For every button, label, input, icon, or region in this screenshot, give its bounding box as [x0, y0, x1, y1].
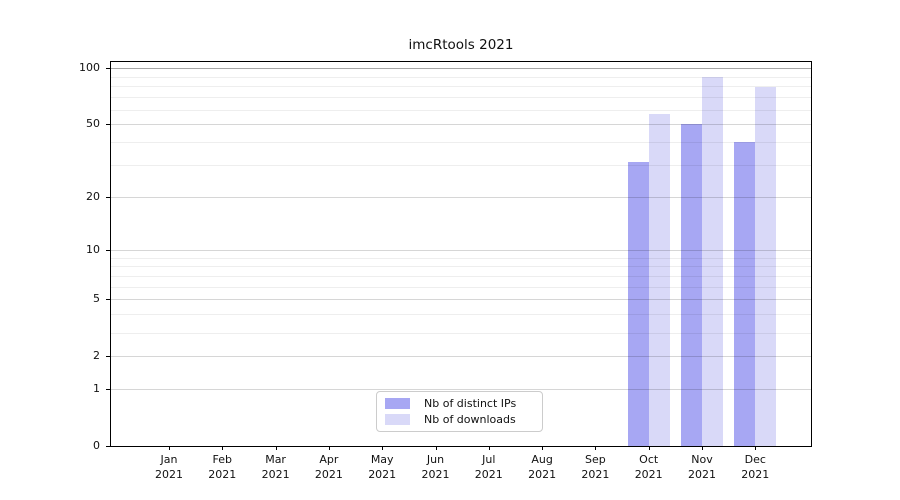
- x-tick-mark-jul: [488, 446, 490, 450]
- legend: Nb of distinct IPs Nb of downloads: [376, 391, 543, 432]
- legend-label-distinct-ips: Nb of distinct IPs: [424, 397, 517, 410]
- chart-title: imcRtools 2021: [408, 37, 514, 53]
- y-tick-mark-0: [106, 446, 110, 447]
- bar-downloads-oct-2021: [648, 113, 670, 446]
- plot-area: [110, 61, 812, 447]
- legend-label-downloads: Nb of downloads: [424, 413, 516, 426]
- x-tick-label-jun: Jun 2021: [421, 453, 450, 481]
- x-tick-label-dec: Dec 2021: [741, 453, 770, 481]
- x-tick-label-jan: Jan 2021: [155, 453, 183, 481]
- x-tick-mark-may: [382, 446, 384, 450]
- y-tick-mark-2: [106, 356, 110, 358]
- x-tick-mark-jun: [435, 446, 437, 450]
- x-tick-mark-mar: [275, 446, 277, 450]
- y-tick-mark-100: [106, 68, 110, 70]
- y-tick-mark-20: [106, 196, 110, 198]
- y-tick-label-0: 0: [93, 439, 100, 452]
- bar-distinct-ips-oct-2021: [627, 162, 649, 446]
- y-tick-label-2: 2: [93, 349, 100, 363]
- bar-distinct-ips-nov-2021: [681, 124, 702, 446]
- legend-swatch-distinct-ips: [385, 398, 410, 409]
- x-tick-label-mar: Mar 2021: [261, 453, 290, 481]
- x-tick-mark-apr: [328, 446, 330, 450]
- bar-downloads-dec-2021: [755, 87, 777, 446]
- y-tick-label-50: 50: [86, 117, 100, 131]
- x-tick-mark-nov: [702, 446, 703, 450]
- x-tick-mark-sep: [595, 446, 597, 450]
- y-tick-mark-1: [106, 389, 110, 391]
- y-tick-label-20: 20: [86, 189, 100, 203]
- x-tick-label-jul: Jul 2021: [474, 453, 503, 481]
- x-tick-label-apr: Apr 2021: [314, 453, 343, 481]
- x-tick-mark-feb: [222, 446, 224, 450]
- legend-entry-distinct-ips: Nb of distinct IPs: [385, 397, 534, 410]
- x-tick-label-nov: Nov 2021: [688, 453, 716, 481]
- x-tick-label-may: May 2021: [368, 453, 397, 481]
- y-tick-label-10: 10: [86, 242, 100, 256]
- y-tick-label-1: 1: [93, 382, 100, 396]
- y-tick-label-100: 100: [79, 61, 100, 75]
- x-tick-label-aug: Aug 2021: [528, 453, 557, 481]
- x-tick-mark-oct: [648, 446, 650, 450]
- legend-entry-downloads: Nb of downloads: [385, 413, 534, 426]
- gridline-100: [111, 68, 811, 70]
- x-tick-mark-aug: [542, 446, 544, 450]
- x-tick-mark-jan: [169, 446, 170, 450]
- legend-swatch-downloads: [385, 414, 410, 425]
- y-tick-mark-50: [106, 124, 110, 126]
- x-tick-label-feb: Feb 2021: [208, 453, 237, 481]
- x-tick-label-oct: Oct 2021: [634, 453, 663, 481]
- bar-downloads-nov-2021: [702, 76, 723, 446]
- y-tick-mark-5: [106, 299, 110, 301]
- x-tick-label-sep: Sep 2021: [581, 453, 610, 481]
- y-tick-label-5: 5: [93, 292, 100, 306]
- bar-distinct-ips-dec-2021: [734, 142, 756, 446]
- y-tick-mark-10: [106, 249, 110, 251]
- x-tick-mark-dec: [755, 446, 757, 450]
